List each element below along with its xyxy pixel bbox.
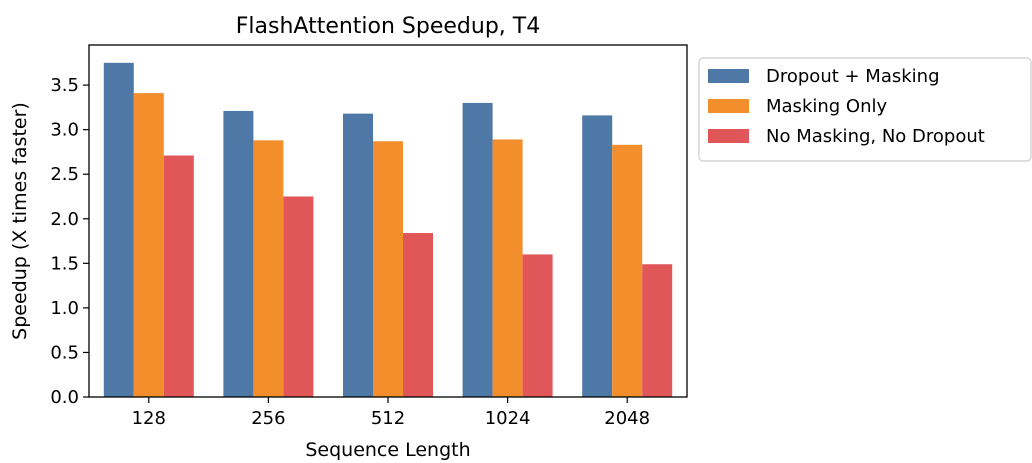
y-tick-label: 1.5	[50, 253, 79, 274]
legend: Dropout + Masking Masking Only No Masking,…	[698, 57, 1032, 162]
legend-swatch-2	[708, 99, 749, 113]
y-tick-label: 3.0	[50, 120, 79, 141]
x-axis-ticks: 128 256 512 1024 2048	[132, 397, 650, 429]
bar-2048-series-2	[612, 144, 643, 397]
bar-512-series-1	[343, 113, 373, 398]
y-axis-label: Speedup (X times faster)	[9, 102, 31, 340]
bar-2048-series-3	[642, 264, 673, 397]
legend-label-2: Masking Only	[766, 96, 887, 117]
bar-128-series-1	[103, 62, 134, 397]
y-tick-label: 3.5	[50, 75, 79, 96]
x-axis-label: Sequence Length	[305, 439, 470, 461]
bar-128-series-3	[163, 155, 194, 397]
x-tick-label: 1024	[485, 408, 531, 429]
chart-title: FlashAttention Speedup, T4	[236, 14, 540, 39]
bar-1024-series-3	[522, 254, 553, 397]
y-tick-label: 0.5	[50, 342, 79, 363]
bar-256-series-2	[253, 140, 284, 397]
plot-frame	[88, 44, 688, 398]
bars-group	[103, 62, 673, 398]
y-tick-label: 2.5	[50, 164, 79, 185]
bar-128-series-2	[133, 93, 164, 398]
y-tick-label: 0.0	[50, 387, 79, 408]
bar-1024-series-1	[462, 102, 493, 398]
legend-label-3: No Masking, No Dropout	[766, 126, 985, 147]
bar-2048-series-1	[582, 115, 613, 398]
bar-512-series-3	[403, 233, 433, 397]
x-tick-label: 512	[371, 408, 405, 429]
bar-1024-series-2	[492, 139, 523, 397]
bar-256-series-3	[283, 196, 314, 397]
legend-swatch-3	[708, 129, 749, 143]
x-tick-label: 256	[251, 408, 285, 429]
y-tick-label: 1.0	[50, 298, 79, 319]
bar-256-series-1	[223, 110, 254, 397]
x-tick-label: 128	[132, 408, 166, 429]
legend-swatch-1	[708, 69, 749, 83]
legend-frame	[698, 57, 1032, 162]
bar-512-series-2	[373, 141, 403, 397]
y-tick-label: 2.0	[50, 209, 79, 230]
x-tick-label: 2048	[604, 408, 650, 429]
y-axis-ticks: 0.0 0.5 1.0 1.5 2.0 2.5 3.0 3.5	[50, 75, 89, 408]
legend-label-1: Dropout + Masking	[766, 66, 940, 87]
